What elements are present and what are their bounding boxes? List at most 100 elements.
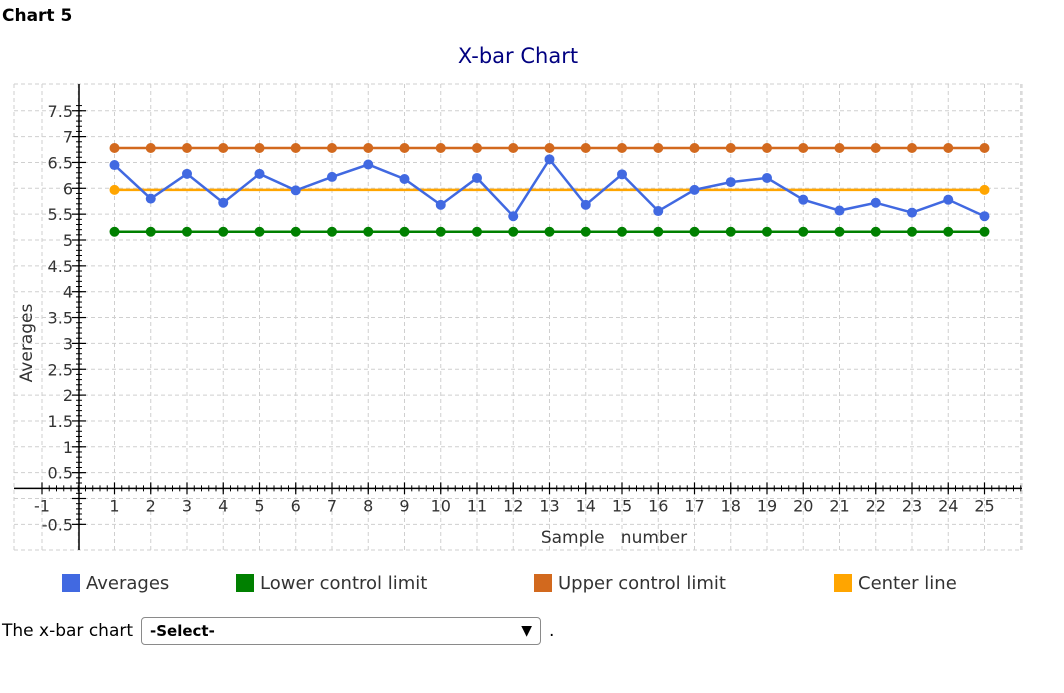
y-tick-label: 0.5 [48, 464, 73, 483]
data-point [798, 226, 809, 237]
data-point [109, 160, 120, 171]
data-point [508, 226, 519, 237]
x-tick-label: 16 [648, 496, 668, 515]
data-point [798, 142, 809, 153]
dropdown-arrow-icon: ▼ [521, 623, 533, 639]
data-point [254, 226, 265, 237]
data-point [544, 154, 555, 165]
x-tick-label: 17 [684, 496, 704, 515]
x-tick-label: 10 [431, 496, 451, 515]
data-point [798, 194, 809, 205]
data-point [109, 184, 120, 195]
period-text: . [549, 621, 555, 641]
x-tick-label: 13 [539, 496, 559, 515]
data-point [870, 197, 881, 208]
legend-label-averages: Averages [86, 573, 169, 594]
data-point [109, 226, 120, 237]
series-line-averages [113, 157, 986, 219]
data-point [254, 142, 265, 153]
y-tick-label: 2 [63, 386, 73, 405]
data-point [363, 142, 374, 153]
y-tick-label: 2.5 [48, 360, 73, 379]
data-point [472, 226, 482, 237]
y-tick-label: 5.5 [48, 205, 73, 224]
data-point [544, 142, 555, 153]
data-point [834, 205, 845, 216]
x-tick-label: 14 [576, 496, 596, 515]
data-point [290, 226, 301, 237]
x-tick-label: 9 [399, 496, 409, 515]
axes: -0.50.511.522.533.544.555.566.577.5-1 1 2 3… [14, 84, 1022, 550]
data-point [254, 168, 265, 179]
answer-select[interactable]: -Select- ▼ [141, 617, 542, 645]
data-point [363, 226, 374, 237]
legend-swatch-upper-control-limit [534, 574, 552, 592]
y-tick-label: 1.5 [48, 412, 73, 431]
series-center-line [109, 184, 990, 195]
data-point [943, 142, 954, 153]
data-point [653, 226, 664, 237]
y-tick-label: 1 [63, 438, 73, 457]
data-point [870, 226, 881, 237]
x-tick-label: 6 [291, 496, 301, 515]
data-point [834, 142, 845, 153]
data-point [870, 142, 881, 153]
x-tick-label: 23 [902, 496, 922, 515]
data-point [435, 199, 446, 210]
x-tick-label: 7 [327, 496, 337, 515]
x-tick-label: 8 [363, 496, 373, 515]
y-tick-label: 6 [63, 179, 73, 198]
data-point [689, 226, 700, 237]
y-tick-label: 4.5 [48, 257, 73, 276]
data-point [979, 184, 990, 195]
data-point [689, 184, 700, 195]
x-axis-label: Sample number [541, 528, 687, 548]
data-point [508, 211, 519, 222]
data-point [109, 142, 120, 153]
data-point [834, 226, 845, 237]
data-point [218, 226, 229, 237]
x-tick-label: 25 [974, 496, 994, 515]
data-point [907, 207, 917, 218]
y-tick-label: -0.5 [42, 515, 73, 534]
select-value: -Select- [150, 622, 215, 640]
data-point [617, 226, 627, 237]
data-point [363, 159, 374, 170]
x-tick-label: 22 [866, 496, 886, 515]
data-point [725, 226, 736, 237]
data-point [290, 142, 301, 153]
data-point [399, 226, 410, 237]
legend-label-lower-control-limit: Lower control limit [260, 573, 427, 594]
data-point [218, 197, 229, 208]
data-point [145, 193, 156, 204]
data-point [435, 142, 446, 153]
data-point [762, 142, 772, 153]
y-tick-label: 3 [63, 334, 73, 353]
data-point [979, 211, 990, 222]
data-point [762, 172, 772, 183]
x-tick-label: 12 [503, 496, 523, 515]
data-point [653, 206, 664, 217]
chart-title: X-bar Chart [458, 44, 578, 68]
legend: Averages Lower control limit Upper control… [62, 573, 957, 594]
y-tick-label: 6.5 [48, 153, 73, 172]
data-point [943, 194, 954, 205]
data-point [327, 226, 337, 237]
series-lower-control-limit [109, 226, 990, 237]
data-point [653, 142, 664, 153]
data-point [472, 142, 482, 153]
y-tick-label: 7 [63, 128, 73, 147]
data-point [182, 168, 192, 179]
data-point [617, 142, 627, 153]
data-point [508, 142, 519, 153]
x-tick-label: 1 [109, 496, 119, 515]
y-tick-label: 3.5 [48, 309, 73, 328]
legend-label-center-line: Center line [858, 573, 957, 594]
legend-swatch-averages [62, 574, 80, 592]
x-tick-label: 5 [254, 496, 264, 515]
x-tick-label: 18 [721, 496, 741, 515]
y-tick-label: 4 [63, 283, 73, 302]
data-point [943, 226, 954, 237]
legend-swatch-lower-control-limit [236, 574, 254, 592]
x-tick-label: 2 [146, 496, 156, 515]
